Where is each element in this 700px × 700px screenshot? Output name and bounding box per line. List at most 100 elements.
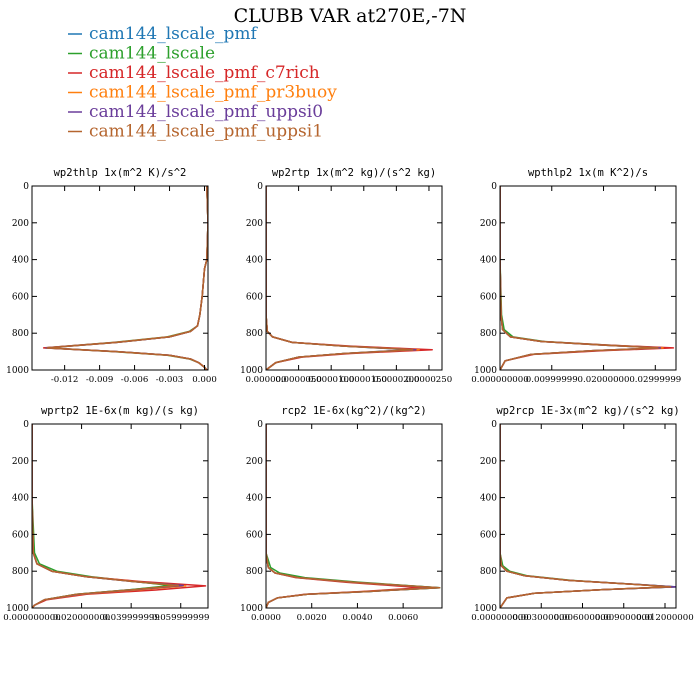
plot-frame bbox=[499, 185, 677, 371]
y-tick-label: 800 bbox=[480, 567, 497, 577]
y-tick-label: 200 bbox=[480, 457, 497, 467]
series-group bbox=[266, 186, 433, 370]
series-group bbox=[500, 424, 676, 608]
x-tick-label: 0.0000200 bbox=[373, 375, 419, 385]
x-tick-label: 0.02999999 bbox=[629, 375, 681, 385]
series-line bbox=[500, 424, 672, 608]
y-tick-label: 600 bbox=[246, 292, 263, 302]
series-line bbox=[500, 186, 664, 370]
y-tick-label: 800 bbox=[480, 329, 497, 339]
x-tick-label: 0.003000000 bbox=[513, 613, 570, 623]
legend-item: cam144_lscale_pmf_uppsi0 bbox=[68, 102, 323, 122]
x-tick-label: 0.02000000 bbox=[578, 375, 630, 385]
x-tick-label: 0.012000000 bbox=[636, 613, 693, 623]
y-tick-label: 1000 bbox=[240, 366, 263, 376]
legend-item: cam144_lscale bbox=[68, 44, 215, 64]
series-line bbox=[45, 186, 208, 370]
plot-frame bbox=[31, 423, 209, 609]
x-tick-label: -0.006 bbox=[121, 375, 149, 385]
y-tick-label: 0 bbox=[23, 182, 29, 192]
series-line bbox=[500, 424, 676, 608]
plot-frame bbox=[265, 185, 443, 371]
panel-title: wpthlp2 1x(m K^2)/s bbox=[528, 167, 648, 179]
x-tick-label: 0.0000150 bbox=[341, 375, 387, 385]
panel-title: wp2rcp 1E-3x(m^2 kg)/(s^2 kg) bbox=[496, 405, 679, 417]
panel-title: wp2thlp 1x(m^2 K)/s^2 bbox=[54, 167, 187, 179]
series-line bbox=[32, 424, 184, 608]
series-line bbox=[46, 186, 208, 370]
series-group bbox=[32, 424, 207, 608]
series-group bbox=[500, 186, 675, 370]
series-line bbox=[500, 424, 674, 608]
x-tick-label: -0.012 bbox=[51, 375, 79, 385]
series-line bbox=[266, 186, 417, 370]
panel-title: wprtp2 1E-6x(m kg)/(s kg) bbox=[41, 405, 199, 417]
y-tick-label: 600 bbox=[480, 292, 497, 302]
series-line bbox=[45, 186, 208, 370]
series-line bbox=[500, 186, 675, 370]
x-tick-label: 0.0000050 bbox=[275, 375, 321, 385]
series-group bbox=[266, 424, 441, 608]
y-tick-label: 200 bbox=[480, 219, 497, 229]
y-tick-label: 400 bbox=[12, 256, 29, 266]
series-line bbox=[266, 186, 411, 370]
y-tick-label: 1000 bbox=[474, 366, 497, 376]
series-line bbox=[32, 424, 179, 608]
y-tick-label: 1000 bbox=[6, 604, 29, 614]
series-line bbox=[32, 424, 172, 608]
series-line bbox=[32, 424, 177, 608]
figure-title: CLUBB VAR at270E,-7N bbox=[234, 5, 467, 27]
y-tick-label: 400 bbox=[246, 256, 263, 266]
y-tick-label: 800 bbox=[12, 329, 29, 339]
x-tick-label: 0.0040 bbox=[342, 613, 372, 623]
y-tick-label: 200 bbox=[12, 219, 29, 229]
y-tick-label: 1000 bbox=[474, 604, 497, 614]
series-line bbox=[500, 186, 662, 370]
series-line bbox=[266, 424, 439, 608]
series-line bbox=[32, 424, 187, 608]
x-tick-label: 0.039999999 bbox=[102, 613, 159, 623]
x-tick-label: 0.00999999 bbox=[526, 375, 578, 385]
legend-item: cam144_lscale_pmf bbox=[68, 24, 259, 44]
panel-title: wp2rtp 1x(m^2 kg)/(s^2 kg) bbox=[272, 167, 436, 179]
x-tick-label: 0.000 bbox=[192, 375, 217, 385]
series-line bbox=[266, 186, 420, 370]
x-tick-label: 0.000000000 bbox=[471, 375, 528, 385]
legend-label: cam144_lscale bbox=[89, 44, 215, 64]
series-line bbox=[266, 424, 441, 608]
y-tick-label: 0 bbox=[23, 420, 29, 430]
legend-label: cam144_lscale_pmf_uppsi1 bbox=[89, 122, 323, 142]
x-tick-label: 0.020000000 bbox=[53, 613, 110, 623]
x-tick-label: 0.059999999 bbox=[152, 613, 209, 623]
y-tick-label: 200 bbox=[246, 219, 263, 229]
y-tick-label: 200 bbox=[246, 457, 263, 467]
series-line bbox=[500, 186, 662, 370]
panel-wprtp2: wprtp2 1E-6x(m kg)/(s kg) 0 200 400 600 800 10… bbox=[3, 405, 209, 623]
y-tick-label: 200 bbox=[12, 457, 29, 467]
y-tick-label: 1000 bbox=[6, 366, 29, 376]
y-tick-label: 600 bbox=[480, 530, 497, 540]
series-line bbox=[500, 424, 673, 608]
series-line bbox=[500, 186, 659, 370]
y-tick-label: 400 bbox=[480, 494, 497, 504]
legend-label: cam144_lscale_pmf_uppsi0 bbox=[89, 102, 323, 122]
x-tick-label: 0.006000000 bbox=[554, 613, 611, 623]
series-group bbox=[42, 186, 208, 370]
x-tick-label: 0.000000000 bbox=[471, 613, 528, 623]
plot-frame bbox=[31, 185, 209, 371]
panel-title: rcp2 1E-6x(kg^2)/(kg^2) bbox=[281, 405, 426, 417]
series-line bbox=[42, 186, 208, 370]
panels: wp2thlp 1x(m^2 K)/s^2 0 200 400 600 800 1000 -0… bbox=[3, 167, 693, 623]
y-tick-label: 400 bbox=[246, 494, 263, 504]
series-line bbox=[44, 186, 208, 370]
series-line bbox=[266, 424, 436, 608]
y-tick-label: 600 bbox=[12, 530, 29, 540]
plot-frame bbox=[265, 423, 443, 609]
panel-rcp2: rcp2 1E-6x(kg^2)/(kg^2) 0 200 400 600 800 1000… bbox=[240, 405, 443, 623]
y-tick-label: 1000 bbox=[240, 604, 263, 614]
series-line bbox=[500, 186, 667, 370]
panel-wpthlp2: wpthlp2 1x(m K^2)/s020040060080010000.00… bbox=[471, 167, 681, 385]
x-tick-label: -0.009 bbox=[86, 375, 114, 385]
